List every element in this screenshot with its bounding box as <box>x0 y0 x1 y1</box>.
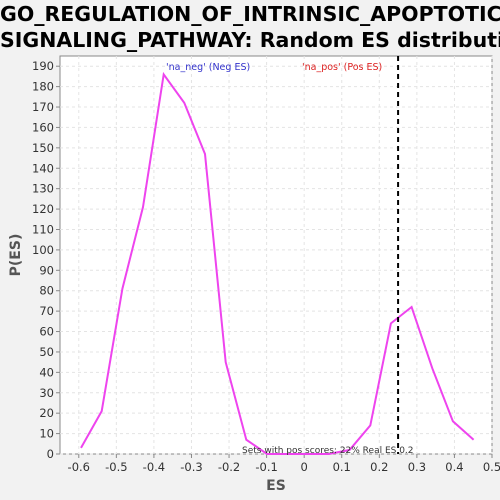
y-tick-label: 70 <box>39 304 54 318</box>
y-tick-label: 100 <box>32 243 54 257</box>
y-tick-label: 90 <box>39 263 54 277</box>
x-tick-label: -0.1 <box>255 460 277 474</box>
y-axis-label: P(ES) <box>8 234 24 277</box>
x-tick-label: 0.4 <box>445 460 463 474</box>
y-tick-label: 60 <box>39 325 54 339</box>
grid <box>60 56 493 455</box>
y-tick-label: 80 <box>39 284 54 298</box>
y-tick-label: 20 <box>39 406 54 420</box>
x-tick-label: 0.2 <box>370 460 388 474</box>
pos-scores-footer: Sets with pos scores: 22% Real ES 0.2 <box>242 446 414 456</box>
axes: 0 10 20 30 40 50 60 70 80 90 100 110 120 130 140 150 160… <box>32 59 500 474</box>
y-tick-label: 50 <box>39 345 54 359</box>
y-tick-label: 0 <box>47 447 54 461</box>
chart-title: GO_REGULATION_OF_INTRINSIC_APOPTOTIC_ SI… <box>0 0 500 53</box>
y-tick-label: 120 <box>32 202 54 216</box>
y-tick-label: 170 <box>32 100 54 114</box>
x-tick-label: 0.5 <box>483 460 500 474</box>
y-tick-label: 140 <box>32 161 54 175</box>
series <box>80 71 475 455</box>
chart-title-line-2: SIGNALING_PATHWAY: Random ES distributio… <box>0 28 500 52</box>
y-tick-label: 40 <box>39 365 54 379</box>
y-tick-label: 180 <box>32 80 54 94</box>
x-tick-label: 0.3 <box>408 460 426 474</box>
y-tick-label: 110 <box>32 222 54 236</box>
plot-area <box>59 55 493 455</box>
x-tick-label: 0.1 <box>333 460 351 474</box>
chart-title-line-1: GO_REGULATION_OF_INTRINSIC_APOPTOTIC_ <box>0 2 500 26</box>
pos-es-label: 'na_pos' (Pos ES) <box>302 62 382 73</box>
x-tick-label: -0.2 <box>218 460 240 474</box>
es-distribution-line <box>80 71 475 455</box>
x-tick-label: -0.3 <box>180 460 202 474</box>
x-tick-label: -0.6 <box>68 460 90 474</box>
neg-es-label: 'na_neg' (Neg ES) <box>166 62 250 73</box>
y-tick-label: 150 <box>32 141 54 155</box>
x-axis-label: ES <box>266 478 286 494</box>
x-tick-label: -0.4 <box>143 460 165 474</box>
y-tick-label: 160 <box>32 120 54 134</box>
y-tick-label: 190 <box>32 59 54 73</box>
x-tick-label: 0 <box>301 460 308 474</box>
x-tick-label: -0.5 <box>105 460 127 474</box>
y-tick-label: 30 <box>39 386 54 400</box>
y-tick-label: 10 <box>39 427 54 441</box>
y-tick-label: 130 <box>32 182 54 196</box>
